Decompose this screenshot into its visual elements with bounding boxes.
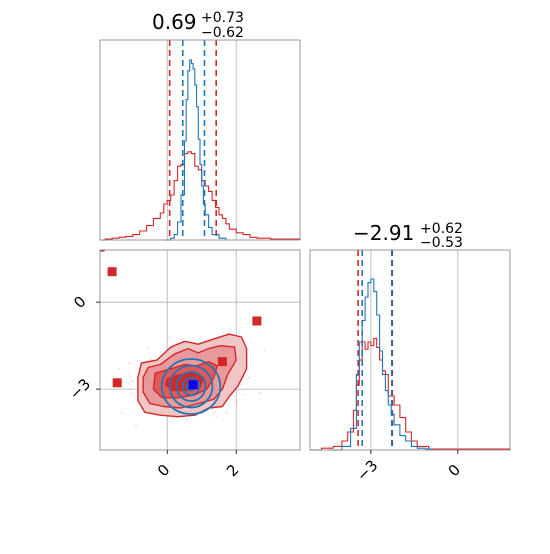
prior-sample-marker bbox=[107, 267, 117, 277]
x-tick-label: 0 bbox=[154, 461, 173, 480]
y-tick-label: −3 bbox=[66, 375, 94, 403]
posterior-histogram bbox=[327, 278, 433, 451]
marginal-panel-param-2: −2.91 +0.62 −0.53 −3 0 bbox=[309, 221, 511, 485]
x-tick-label: −3 bbox=[353, 456, 381, 484]
sample-point bbox=[128, 362, 131, 365]
sample-point bbox=[258, 391, 261, 394]
marginal-title-plus: +0.62 bbox=[420, 221, 463, 237]
x-tick-label: 0 bbox=[445, 461, 464, 480]
marginal-title-minus: −0.53 bbox=[420, 235, 463, 251]
prior-sample-marker bbox=[252, 316, 262, 326]
marginal-title-value: 0.69 bbox=[152, 10, 197, 34]
joint-panel: 0 2 −3 0 bbox=[66, 249, 301, 480]
panel-frame bbox=[99, 249, 301, 451]
sample-point bbox=[87, 365, 89, 367]
marginal-title-value: −2.91 bbox=[353, 221, 414, 245]
x-tick-label: 2 bbox=[223, 461, 242, 480]
posterior-contour-level bbox=[168, 364, 214, 409]
prior-sample-marker bbox=[112, 378, 122, 388]
posterior-contour-level bbox=[175, 371, 207, 402]
sample-point bbox=[263, 349, 266, 352]
sample-point bbox=[186, 418, 188, 421]
sample-point bbox=[130, 392, 133, 395]
sample-point bbox=[135, 424, 137, 427]
posterior-contour-level bbox=[181, 376, 201, 397]
sample-point bbox=[168, 336, 171, 339]
sample-point bbox=[150, 357, 153, 360]
sample-point bbox=[236, 400, 238, 402]
posterior-histogram bbox=[163, 59, 227, 241]
prior-sample-marker bbox=[100, 250, 105, 252]
sample-point bbox=[120, 412, 123, 414]
true-value-marker bbox=[188, 380, 198, 390]
sample-point bbox=[213, 411, 216, 414]
sample-point bbox=[131, 380, 134, 382]
sample-point bbox=[146, 346, 149, 349]
sample-point bbox=[180, 338, 182, 341]
sample-point bbox=[242, 393, 245, 396]
marginal-panel-param-1: 0.69 +0.73 −0.62 bbox=[99, 10, 301, 241]
sample-point bbox=[215, 415, 218, 418]
prior-sample-marker bbox=[217, 357, 227, 367]
prior-histogram bbox=[101, 151, 301, 241]
marginal-title-minus: −0.62 bbox=[201, 25, 244, 41]
sample-point bbox=[247, 376, 250, 379]
sample-point bbox=[127, 383, 130, 385]
prior-histogram bbox=[310, 337, 511, 451]
panel-frame bbox=[309, 249, 511, 451]
panel-frame bbox=[99, 39, 301, 241]
y-tick-label: 0 bbox=[70, 292, 89, 311]
sample-point bbox=[129, 375, 132, 377]
sample-point bbox=[225, 412, 228, 415]
sample-point bbox=[240, 383, 243, 386]
posterior-contour-level bbox=[160, 358, 222, 415]
sample-point bbox=[118, 367, 121, 370]
marginal-title-plus: +0.73 bbox=[201, 10, 244, 26]
